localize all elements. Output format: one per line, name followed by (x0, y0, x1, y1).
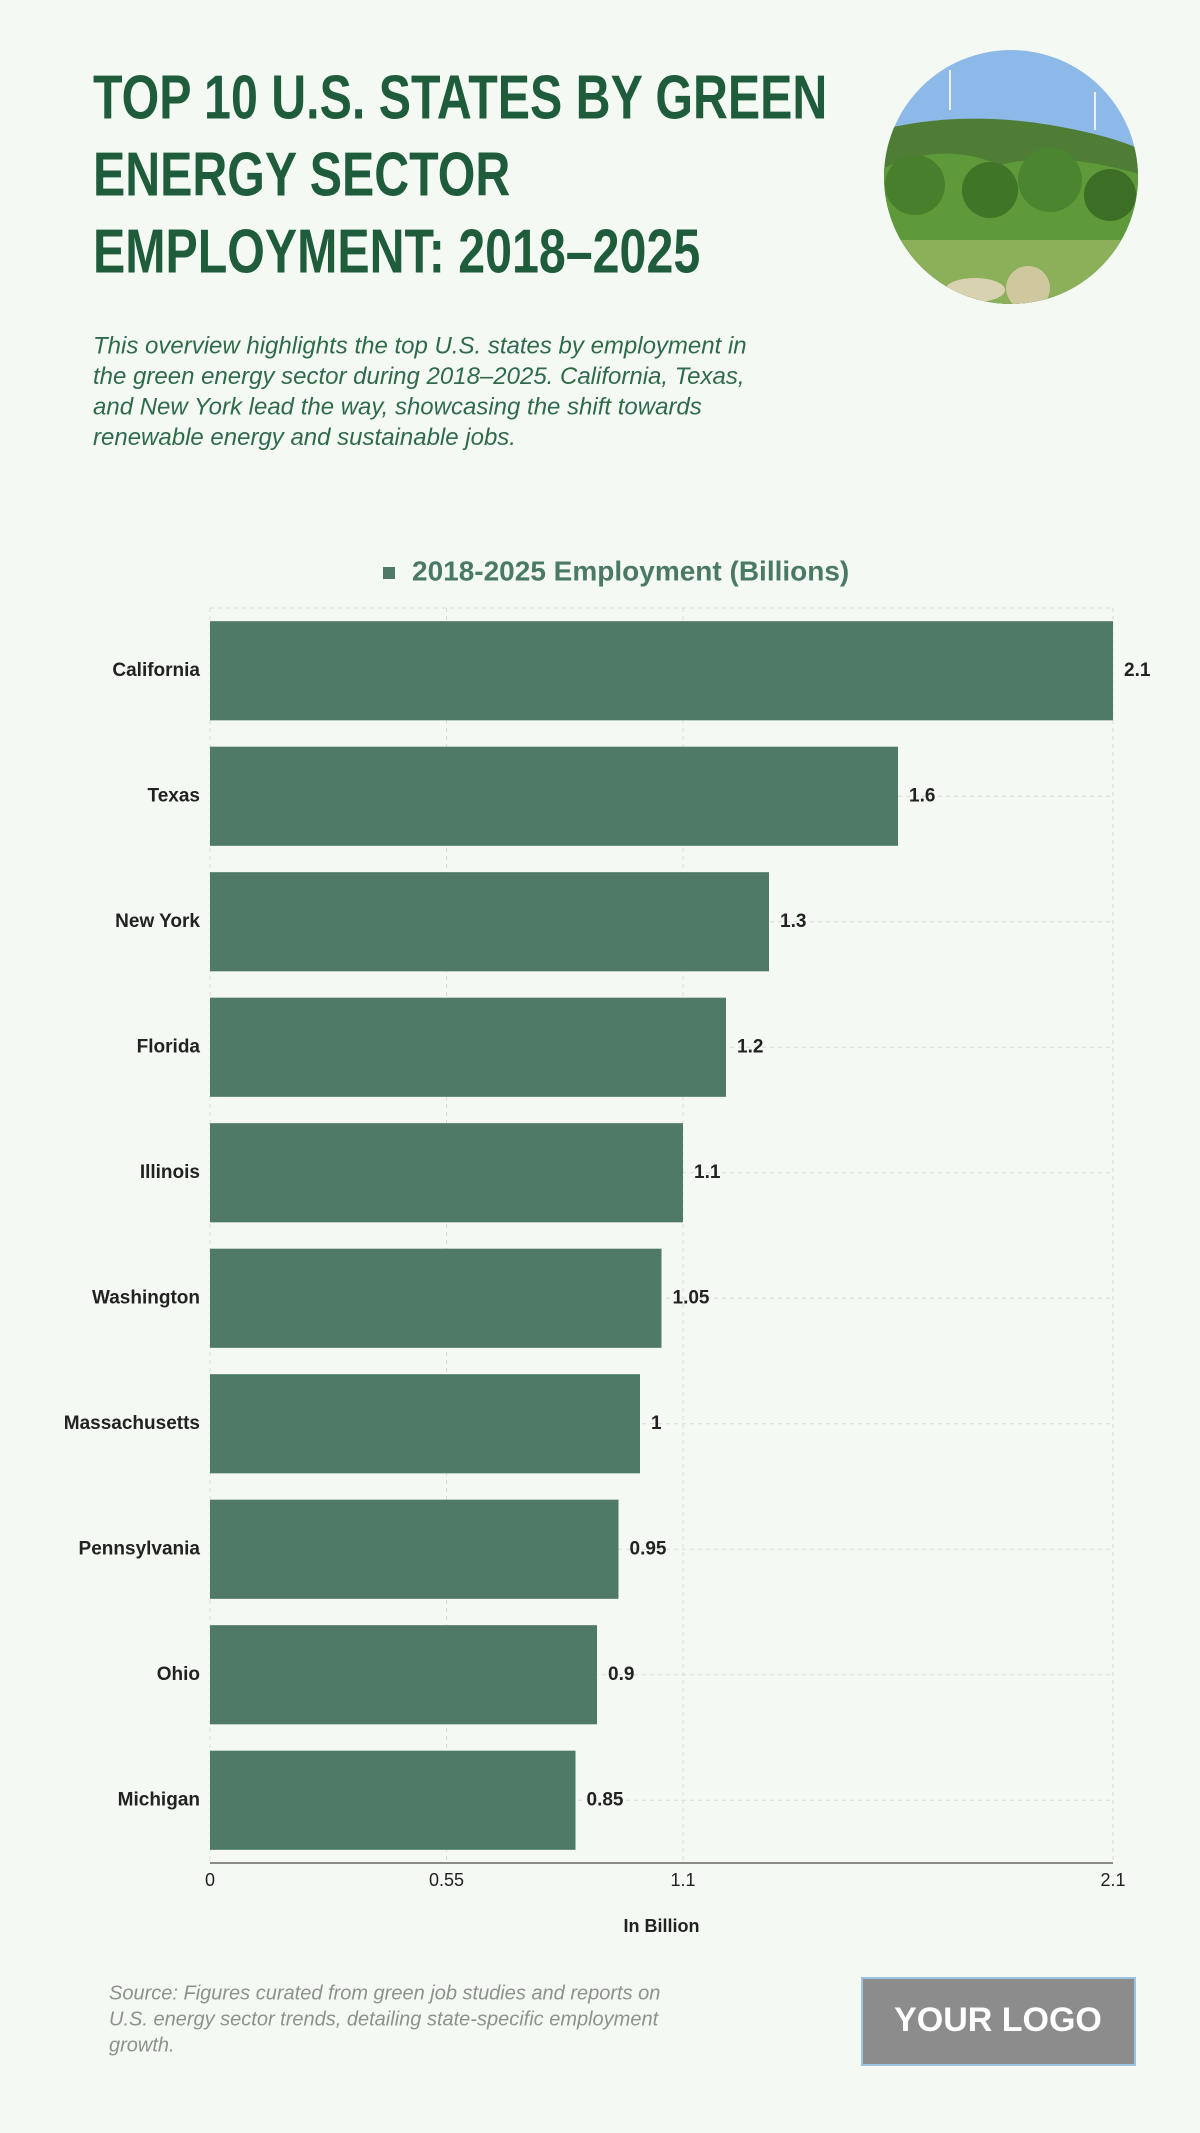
title-group: TOP 10 U.S. STATES BY GREEN ENERGY SECTOR… (93, 63, 827, 286)
y-tick-label: Texas (148, 785, 200, 806)
source: U.S. energy sector trends, detailing sta… (109, 2008, 660, 2030)
subtitle: and New York lead the way, showcasing th… (93, 393, 702, 420)
logo-box (861, 1977, 1136, 2066)
y-tick-label: New York (115, 911, 200, 932)
value-label: 1.2 (737, 1036, 763, 1057)
y-tick-label: Florida (137, 1036, 201, 1057)
logo-text: YOUR LOGO (894, 2001, 1102, 2039)
y-tick-label: Illinois (140, 1162, 200, 1183)
y-tick-label: Massachusetts (64, 1413, 200, 1434)
subtitle: renewable energy and sustainable jobs. (93, 424, 516, 451)
y-tick-label: Michigan (118, 1789, 200, 1810)
x-tick-label: 2.1 (1100, 1870, 1125, 1890)
x-tick-label: 0.55 (429, 1870, 464, 1890)
value-label: 2.1 (1124, 660, 1151, 681)
legend-label: 2018-2025 Employment (Billions) (412, 555, 849, 586)
bar (210, 872, 769, 972)
value-label: 1 (651, 1413, 662, 1434)
bar (210, 1123, 683, 1223)
bar (210, 1374, 640, 1474)
chart-title: TOP 10 U.S. STATES BY GREEN (93, 63, 827, 132)
value-label: 1.05 (673, 1287, 710, 1308)
legend-swatch (383, 567, 395, 579)
chart-title: EMPLOYMENT: 2018–2025 (93, 217, 700, 286)
y-tick-label: Ohio (157, 1664, 200, 1685)
source: Source: Figures curated from green job s… (109, 1982, 660, 2004)
value-label: 1.3 (780, 911, 806, 932)
chart-title: ENERGY SECTOR (93, 140, 510, 209)
bar (210, 997, 726, 1097)
x-tick-label: 1.1 (670, 1870, 695, 1890)
bar (210, 1248, 662, 1348)
bar (210, 621, 1113, 721)
value-label: 0.95 (630, 1538, 667, 1559)
header-photo (884, 50, 1138, 304)
bar (210, 1499, 619, 1599)
subtitle: This overview highlights the top U.S. st… (93, 332, 747, 359)
value-label: 0.9 (608, 1664, 634, 1685)
subtitle: the green energy sector during 2018–2025… (93, 363, 745, 390)
x-tick-label: 0 (205, 1870, 215, 1890)
value-label: 1.6 (909, 785, 935, 806)
y-tick-label: Washington (92, 1287, 200, 1308)
x-axis-label: In Billion (624, 1916, 700, 1936)
source: growth. (109, 2034, 175, 2056)
y-tick-label: Pennsylvania (79, 1538, 201, 1559)
value-label: 1.1 (694, 1162, 721, 1183)
bar (210, 746, 898, 846)
y-tick-label: California (112, 660, 200, 681)
value-label: 0.85 (587, 1789, 624, 1810)
bar (210, 1625, 597, 1725)
bar (210, 1750, 576, 1850)
